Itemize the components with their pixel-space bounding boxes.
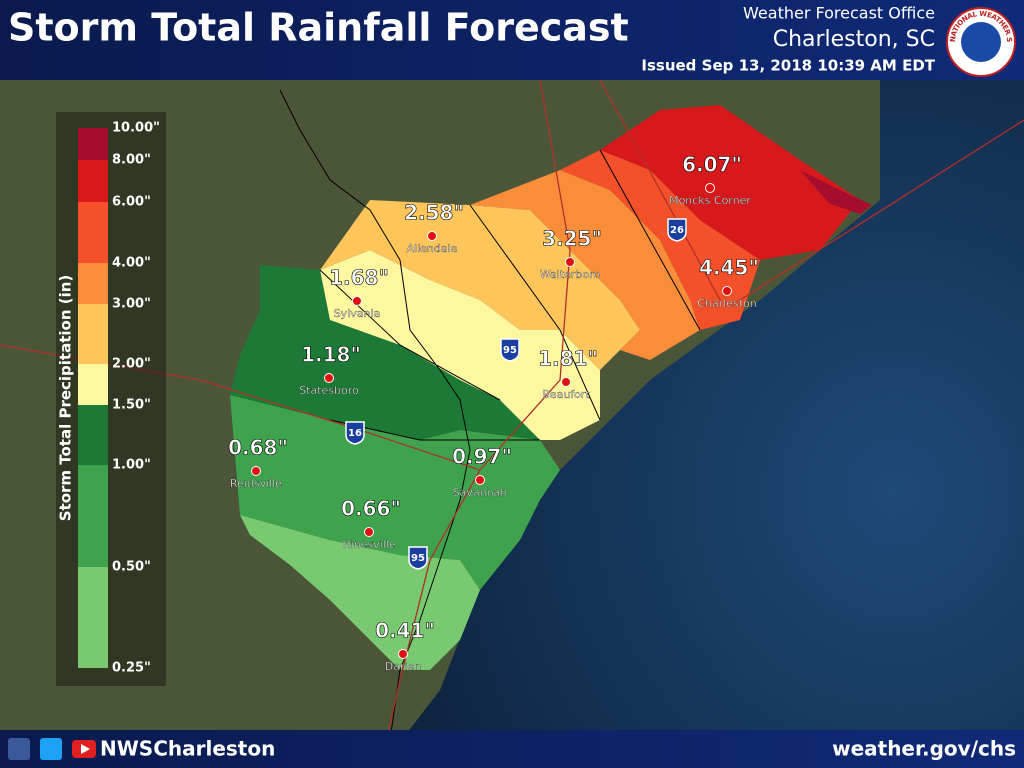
title: Storm Total Rainfall Forecast (8, 6, 629, 50)
handle[interactable]: NWSCharleston (100, 737, 275, 761)
rain-area (600, 105, 860, 260)
legend-title: Storm Total Precipitation (in) (57, 275, 75, 522)
header-bar (0, 0, 1024, 80)
shield-number: 16 (348, 428, 362, 439)
city-amount: 1.18" (301, 343, 361, 367)
city-amount: 0.41" (375, 619, 435, 643)
city-dot (364, 527, 374, 537)
footer-bar (0, 730, 1024, 768)
city-name: Walterboro (540, 268, 601, 281)
legend-swatch (78, 304, 108, 364)
city-amount: 2.58" (404, 201, 464, 225)
city-name: Statesboro (299, 384, 359, 397)
city-name: Reidsville (230, 477, 282, 490)
interstates: 26 95 16 95 (345, 218, 687, 570)
legend-label: 2.00" (112, 357, 151, 372)
youtube-play (81, 744, 90, 754)
rain-area (320, 200, 640, 370)
location: Charleston, SC (773, 27, 935, 52)
rain-area (240, 515, 480, 670)
rainfall-areas (230, 105, 872, 670)
legend-panel (56, 112, 166, 686)
twitter-icon[interactable] (40, 738, 62, 760)
rain-area (230, 395, 560, 590)
logo-center (961, 22, 1001, 62)
city-amount: 1.81" (538, 347, 598, 371)
city-dot (352, 296, 362, 306)
city-name: Darien (385, 660, 422, 673)
shield (408, 546, 428, 570)
city-amount: 6.07" (682, 153, 742, 177)
city-name: Moncks Corner (669, 194, 751, 207)
city-amount: 0.97" (452, 445, 512, 469)
city-dot (565, 257, 575, 267)
cities: 6.07" Moncks Corner 2.58" Allendale 3.25" Wal… (228, 152, 759, 673)
website[interactable]: weather.gov/chs (832, 737, 1016, 761)
shield (500, 338, 520, 362)
shield-number: 26 (670, 225, 684, 236)
legend-swatch (78, 405, 108, 465)
legend-swatch (78, 465, 108, 567)
city-dot (398, 649, 408, 659)
legend-label: 6.00" (112, 195, 151, 210)
city-name: Sylvania (334, 307, 381, 320)
rain-area (560, 150, 760, 330)
city-dot (427, 231, 437, 241)
legend-swatch (78, 202, 108, 263)
legend: 10.00" 8.00" 6.00" 4.00" 3.00" 2.00" 1.50" 1.00… (78, 121, 160, 676)
city-name: Allendale (407, 242, 458, 255)
city-amount: 0.68" (228, 436, 288, 460)
ocean (380, 80, 1024, 768)
rain-area (470, 170, 700, 360)
legend-label: 1.50" (112, 398, 151, 413)
shield-number: 95 (503, 345, 517, 356)
city-amount: 3.25" (542, 227, 602, 251)
shield (667, 218, 687, 242)
rain-area (230, 265, 540, 440)
city-name: Beaufort (542, 388, 590, 401)
city-name: Charleston (697, 297, 757, 310)
legend-label: 3.00" (112, 297, 151, 312)
legend-swatch (78, 160, 108, 202)
city-amount: 4.45" (699, 256, 759, 280)
legend-label: 1.00" (112, 458, 151, 473)
legend-label: 4.00" (112, 256, 151, 271)
city-name: Savannah (453, 486, 508, 499)
shield-number: 95 (411, 553, 425, 564)
city-name: Hinesville (342, 538, 395, 551)
legend-swatch (78, 263, 108, 304)
rain-area (320, 250, 600, 440)
legend-swatch (78, 364, 108, 405)
city-dot (251, 466, 261, 476)
city-dot (705, 183, 715, 193)
city-dot (722, 286, 732, 296)
city-dot (324, 373, 334, 383)
city-amount: 1.68" (329, 266, 389, 290)
legend-swatch (78, 567, 108, 668)
legend-label: 8.00" (112, 153, 151, 168)
city-dot (475, 475, 485, 485)
facebook-icon[interactable] (8, 738, 30, 760)
legend-swatch (78, 128, 108, 160)
rain-area (800, 170, 872, 214)
legend-label: 0.25" (112, 661, 151, 676)
issued: Issued Sep 13, 2018 10:39 AM EDT (641, 57, 935, 75)
city-dot (561, 377, 571, 387)
legend-label: 0.50" (112, 560, 151, 575)
shield (345, 421, 365, 445)
city-amount: 0.66" (341, 497, 401, 521)
legend-label: 10.00" (112, 121, 160, 136)
office: Weather Forecast Office (743, 4, 935, 23)
